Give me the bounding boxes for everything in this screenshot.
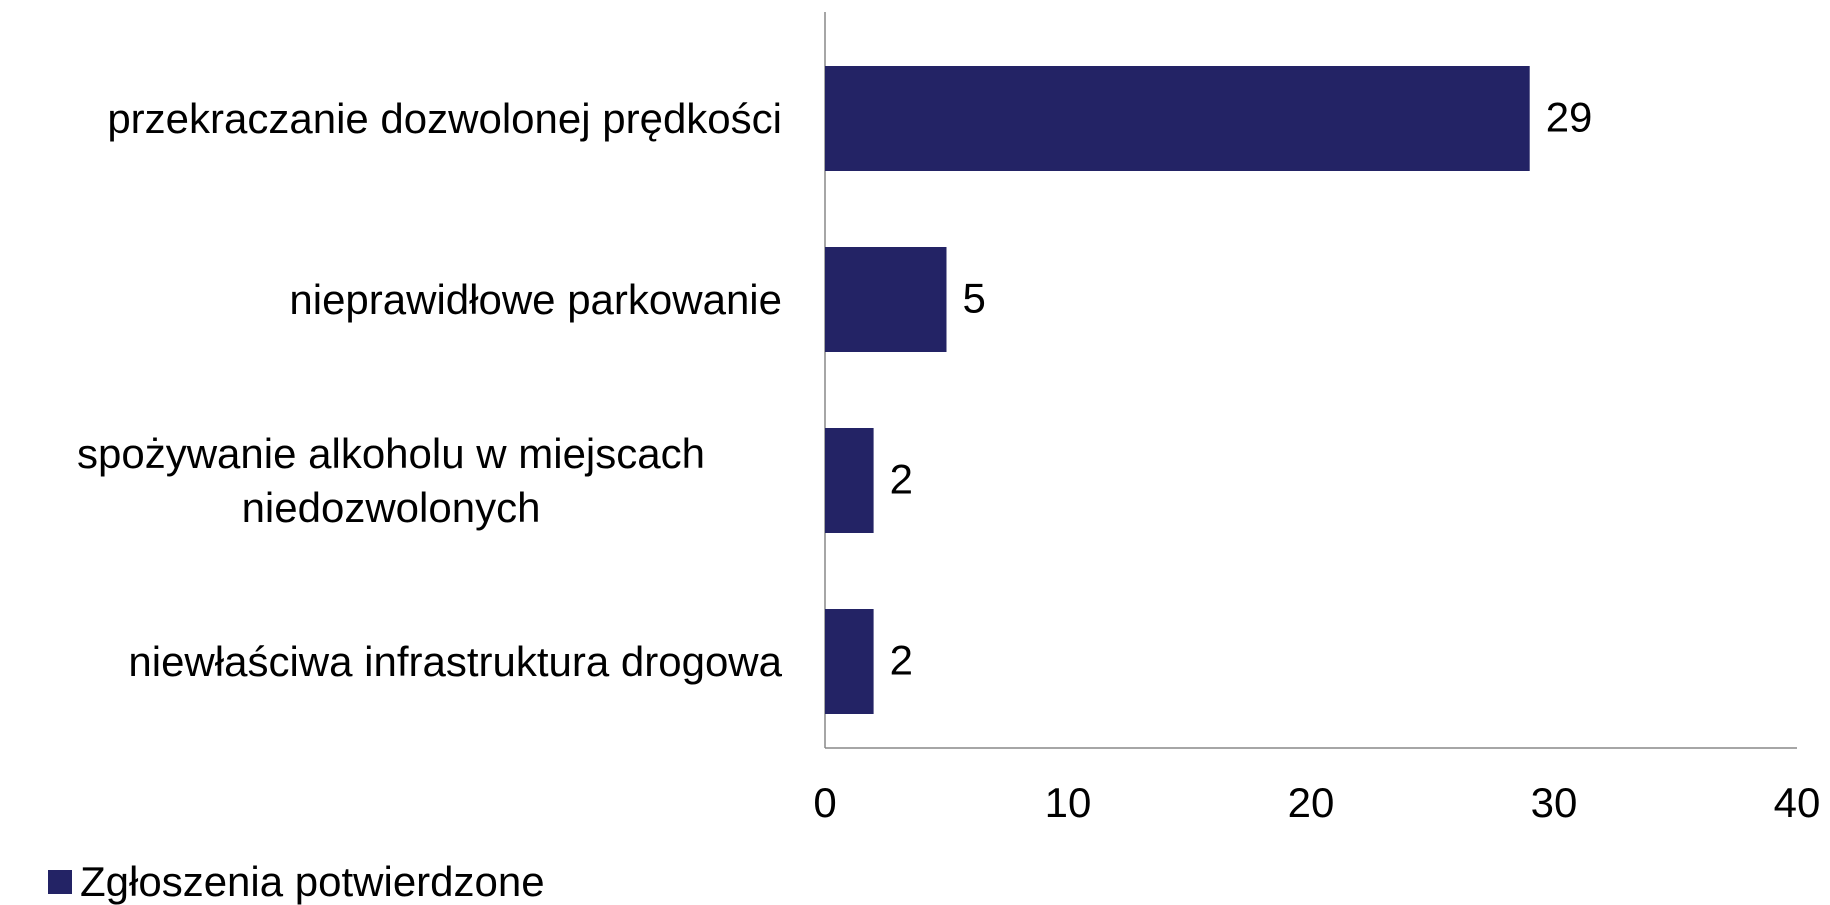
bar — [825, 66, 1530, 171]
x-tick-label: 20 — [1288, 779, 1335, 826]
legend-label: Zgłoszenia potwierdzone — [80, 858, 545, 905]
x-tick-label: 30 — [1531, 779, 1578, 826]
y-tick-label: niewłaściwa infrastruktura drogowa — [128, 637, 782, 685]
x-tick-label: 10 — [1045, 779, 1092, 826]
y-tick-label: spożywanie alkoholu w miejscach niedozwo… — [77, 429, 705, 531]
data-label: 2 — [890, 637, 913, 684]
legend: Zgłoszenia potwierdzone — [48, 858, 545, 905]
data-label: 2 — [890, 456, 913, 503]
y-tick-label: przekraczanie dozwolonej prędkości — [107, 94, 782, 142]
bar — [825, 247, 947, 352]
bar — [825, 428, 874, 533]
data-label: 5 — [963, 275, 986, 322]
data-label: 29 — [1546, 94, 1593, 141]
y-tick-label: nieprawidłowe parkowanie — [289, 275, 782, 323]
x-tick-label: 40 — [1774, 779, 1821, 826]
legend-swatch — [48, 870, 72, 894]
x-tick-label: 0 — [813, 779, 836, 826]
bar — [825, 609, 874, 714]
